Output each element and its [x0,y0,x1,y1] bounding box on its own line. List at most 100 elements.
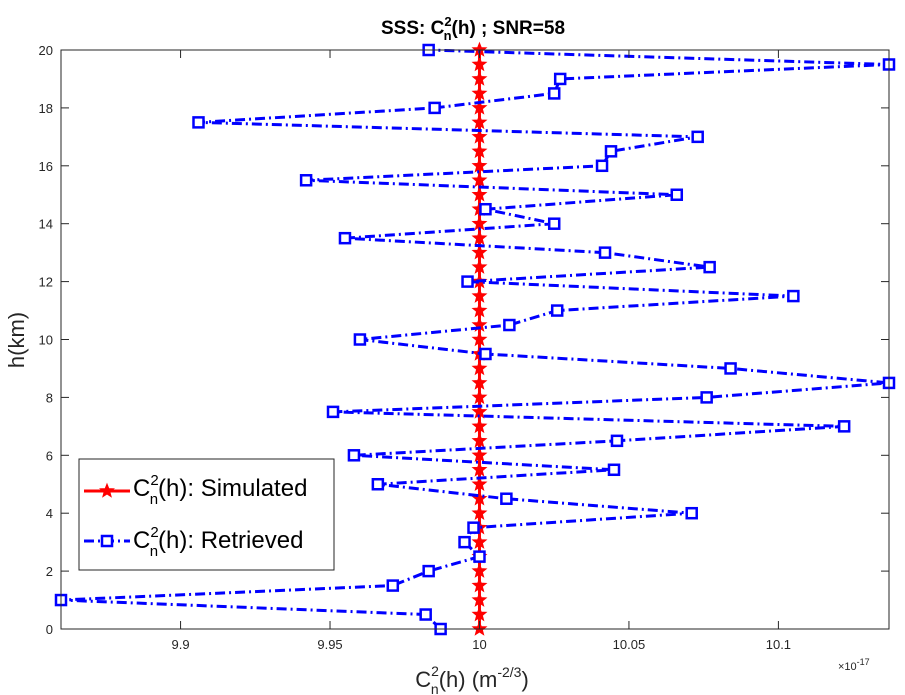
data-point-star [471,244,488,260]
data-point-square [595,159,609,173]
data-point-star [471,562,488,578]
data-point-square [724,362,737,375]
legend-item-retrieved: C2 n(h): Retrieved [84,524,303,560]
data-point-square [473,550,486,563]
legend-simulated-text: (h): Simulated [158,475,307,502]
data-point-star [471,302,488,318]
data-point-star [471,475,488,492]
data-point-square [610,434,624,448]
data-point-square [787,289,800,303]
legend-simulated-sub: n [150,491,158,508]
legend-simulated-star-icon [99,482,115,498]
data-point-star [471,374,488,390]
x-tick-label: 9.95 [317,637,342,652]
y-tick-label: 20 [39,43,53,58]
data-point-square [338,231,352,245]
y-tick-label: 18 [39,101,53,116]
data-point-star [471,99,488,115]
series-layer [54,41,896,636]
data-point-square [479,202,492,216]
data-point-star [471,389,488,405]
y-axis-label: h(km) [4,312,29,368]
data-point-square [670,188,684,201]
data-point-square [422,564,435,578]
data-point-square [685,506,698,520]
legend-simulated-label: C2 n(h): Simulated [133,472,307,508]
y-tick-label: 0 [46,622,53,637]
y-tick-label: 4 [46,506,53,521]
legend-retrieved-sup: 2 [150,524,158,541]
data-point-star [471,591,488,607]
data-point-star [471,533,488,549]
xlabel-sub: n [431,681,439,695]
x-tick-label: 10.05 [613,637,646,652]
legend-box [78,458,335,571]
series-retrieved [54,43,896,636]
x-tick-label: 9.9 [172,637,190,652]
y-tick-label: 6 [46,448,53,463]
data-point-star [471,258,488,274]
data-point-star [471,85,488,101]
data-point-square [604,145,618,158]
x-axis-label: C2 n(h) (m-2/3) [415,663,529,695]
data-point-star [471,446,488,463]
data-point-star [471,577,488,593]
data-point-square [500,492,513,505]
xlabel-rest: (h) (m [439,667,498,692]
data-point-star [471,504,488,520]
multiplier-exp: -17 [857,657,870,667]
data-point-square [598,246,612,259]
title-prefix: SSS: C [381,18,445,39]
data-point-square [703,260,716,274]
legend-simulated-sup: 2 [150,472,158,489]
y-tick-label: 2 [46,564,53,579]
data-point-star [471,186,488,202]
data-point-star [471,56,488,72]
chart-title: SSS: C2 n(h) ; SNR=58 [381,14,565,43]
data-point-star [471,215,488,231]
data-point-square [347,449,361,462]
legend-retrieved-text: (h): Retrieved [158,527,303,554]
xlabel-base: C [415,667,431,692]
data-point-square [547,217,561,230]
data-point-star [471,287,488,303]
data-point-square [691,130,704,144]
xlabel-sup: 2 [431,663,439,679]
data-point-star [471,171,488,188]
data-point-star [471,157,488,173]
ticks-layer: 9.9 9.95 10 10.05 10.1 0 2 4 6 8 10 12 14 16 18 20 [39,43,889,652]
data-point-star [471,70,488,86]
data-point-square [700,391,713,404]
legend-retrieved-square-icon [100,534,114,548]
data-point-square [503,318,516,332]
y-tick-label: 14 [39,217,53,232]
x-tick-label: 10.1 [766,637,791,652]
legend-retrieved-sub: n [150,543,158,560]
data-point-star [471,606,488,622]
legend-item-simulated: C2 n(h): Simulated [84,472,307,508]
data-point-square [326,405,340,419]
data-point-star [471,113,488,130]
title-suffix: (h) ; SNR=58 [452,18,566,39]
data-point-square [550,304,564,317]
data-point-star [471,432,488,448]
multiplier-prefix: ×10 [838,661,857,673]
data-point-square [607,463,621,477]
y-tick-label: 10 [39,333,53,348]
data-point-square [371,478,385,491]
data-point-star [471,360,488,376]
y-tick-label: 12 [39,275,53,290]
data-point-square [428,101,441,115]
data-point-star [471,128,488,144]
data-point-star [471,461,488,477]
data-point-square [547,87,561,100]
data-point-square [192,116,205,129]
xlabel-close: ) [521,667,528,692]
data-point-square [386,579,400,592]
data-point-star [471,331,488,347]
data-point-square [461,275,474,288]
legend-simulated-base: C [133,475,150,502]
title-sup: 2 [444,14,451,29]
y-tick-label: 16 [39,159,53,174]
